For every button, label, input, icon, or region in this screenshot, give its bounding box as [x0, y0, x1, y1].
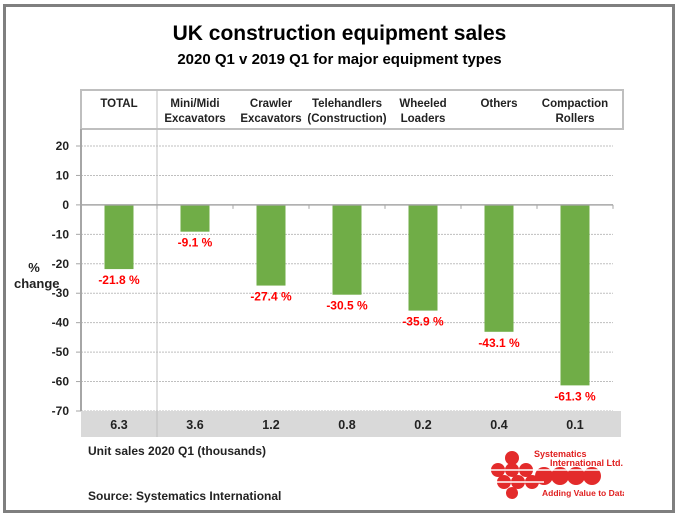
category-label: Excavators: [164, 113, 225, 125]
data-label: -61.3 %: [554, 389, 596, 403]
chart-subtitle: 2020 Q1 v 2019 Q1 for major equipment ty…: [177, 51, 502, 68]
data-label: -9.1 %: [178, 236, 213, 250]
bar: [180, 204, 210, 232]
unit-sales-band-bg: [81, 411, 621, 437]
company-logo: Systematics International Ltd. Adding Va…: [488, 449, 624, 499]
y-axis-label-symbol: %: [28, 260, 40, 275]
axes: [76, 90, 614, 437]
unit-sales-value: 0.1: [566, 418, 583, 432]
category-label: Loaders: [401, 113, 446, 125]
category-label: Compaction: [542, 98, 608, 110]
y-tick-label: 20: [56, 139, 70, 153]
chart-title: UK construction equipment sales: [172, 22, 507, 45]
unit-sales-band: [81, 411, 621, 437]
bar: [332, 204, 362, 295]
bar: [408, 204, 438, 311]
category-label: (Construction): [307, 113, 386, 125]
y-tick-label: 10: [56, 168, 70, 182]
category-label: Excavators: [240, 113, 301, 125]
category-header-box: [80, 89, 624, 130]
y-tick-label: -50: [52, 345, 70, 359]
data-label: -35.9 %: [402, 315, 444, 329]
unit-sales-value: 1.2: [262, 418, 279, 432]
unit-sales-value: 6.3: [110, 418, 127, 432]
source-note: Source: Systematics International: [88, 489, 282, 503]
logo-name-line1: Systematics: [534, 449, 587, 459]
y-tick-label: -30: [52, 286, 70, 300]
bar: [256, 204, 286, 286]
data-label: -27.4 %: [250, 290, 292, 304]
y-tick-label: -20: [52, 257, 70, 271]
logo-tagline: Adding Value to Data: [542, 488, 624, 498]
category-label: Wheeled: [399, 98, 446, 110]
category-label: Telehandlers: [312, 98, 382, 110]
y-tick-label: -70: [52, 404, 70, 418]
logo-stripes-icon: [488, 469, 604, 483]
category-label: Mini/Midi: [170, 98, 219, 110]
unit-sales-value: 0.2: [414, 418, 431, 432]
y-tick-label: -40: [52, 316, 70, 330]
y-tick-label: -60: [52, 375, 70, 389]
data-label: -21.8 %: [98, 273, 140, 287]
category-label: TOTAL: [100, 98, 137, 110]
bar: [104, 204, 134, 270]
logo-name-line2: International Ltd.: [550, 458, 623, 468]
bar: [484, 204, 514, 332]
unit-sales-value: 3.6: [186, 418, 203, 432]
y-axis-label: % change: [14, 260, 60, 292]
unit-sales-value: 0.8: [338, 418, 355, 432]
category-header: [80, 89, 624, 130]
bars: [104, 204, 590, 386]
category-label: Others: [480, 98, 517, 110]
y-tick-label: -10: [52, 227, 70, 241]
y-axis-label-text: change: [14, 276, 60, 291]
unit-sales-value: 0.4: [490, 418, 507, 432]
category-label: Rollers: [556, 113, 595, 125]
data-label: -43.1 %: [478, 336, 520, 350]
labels: 20 10 0 -10 -20 -30 -40 -50 -60 -70 -21.8 % TOTAL 6.…: [52, 98, 609, 432]
data-label: -30.5 %: [326, 299, 368, 313]
bar: [560, 204, 590, 386]
category-label: Crawler: [250, 98, 293, 110]
unit-sales-caption: Unit sales 2020 Q1 (thousands): [88, 444, 267, 458]
y-tick-label: 0: [62, 198, 69, 212]
